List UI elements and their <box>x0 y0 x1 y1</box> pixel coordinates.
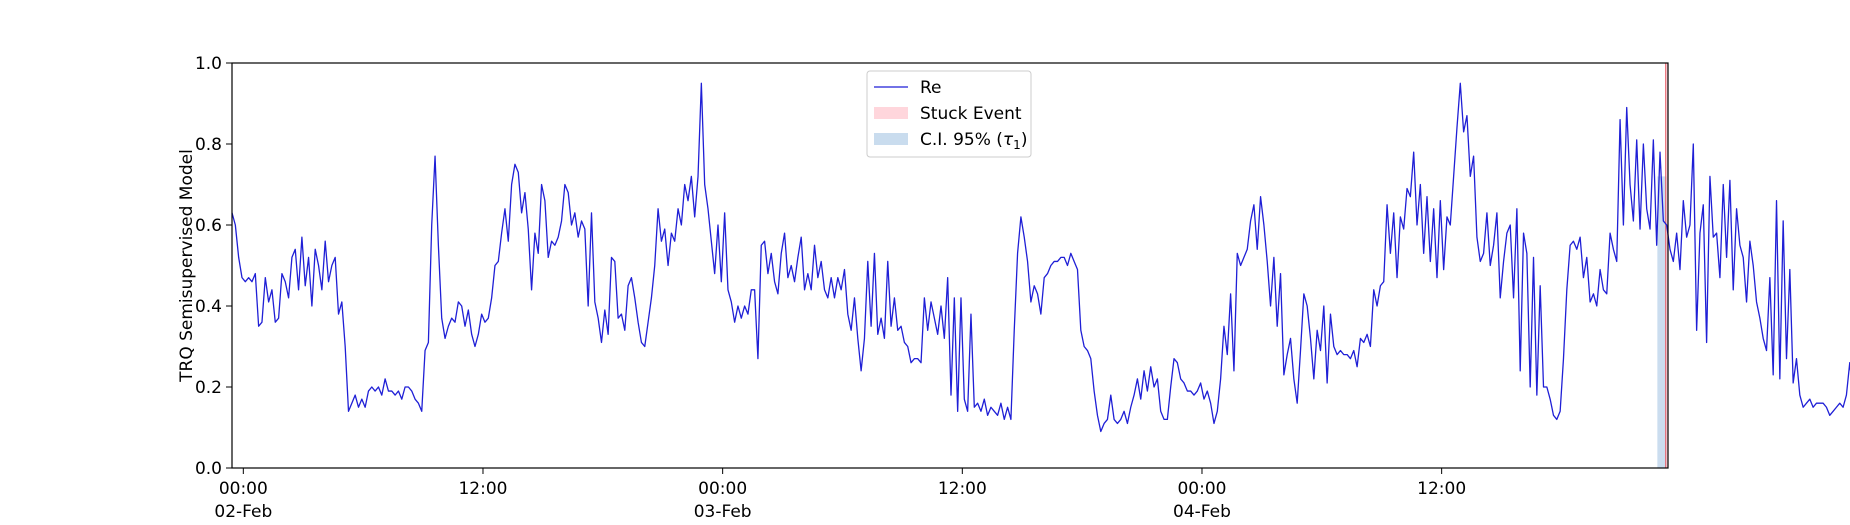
x-tick-label: 03-Feb <box>694 502 752 522</box>
shaded-regions <box>1657 63 1668 468</box>
x-axis: 00:0002-Feb190012:0000:0003-Feb12:0000:0… <box>214 468 1466 522</box>
legend-swatch-patch <box>874 133 908 145</box>
x-tick-label: 12:00 <box>938 479 987 499</box>
legend-label: Stuck Event <box>920 104 1022 124</box>
y-tick-label: 1.0 <box>195 54 222 74</box>
x-tick-label: 00:00 <box>698 479 747 499</box>
y-tick-label: 0.0 <box>195 459 222 479</box>
x-tick-label: 12:00 <box>458 479 507 499</box>
plot-frame <box>231 62 1669 469</box>
series-line-re <box>231 82 1850 433</box>
y-axis: 0.0 0.2 0.4 0.6 0.8 1.0 <box>195 54 232 479</box>
ci-region <box>1657 176 1668 468</box>
x-tick-label: 02-Feb <box>214 502 272 522</box>
legend-label: C.I. 95% (τ1) <box>920 130 1027 152</box>
legend: Re Stuck Event C.I. 95% (τ1) <box>866 70 1032 158</box>
x-tick-label: 00:00 <box>219 479 268 499</box>
x-tick-label: 12:00 <box>1417 479 1466 499</box>
x-tick-label: 00:00 <box>1177 479 1226 499</box>
legend-swatch-patch <box>874 107 908 119</box>
stuck-event-region <box>1665 63 1668 468</box>
series-layer <box>231 82 1850 433</box>
y-tick-label: 0.8 <box>195 135 222 155</box>
y-tick-label: 0.2 <box>195 378 222 398</box>
x-tick-label: 04-Feb <box>1173 502 1231 522</box>
legend-label: Re <box>920 78 942 98</box>
y-tick-label: 0.6 <box>195 216 222 236</box>
y-axis-label: TRQ Semisupervised Model <box>177 149 197 383</box>
y-tick-label: 0.4 <box>195 297 222 317</box>
